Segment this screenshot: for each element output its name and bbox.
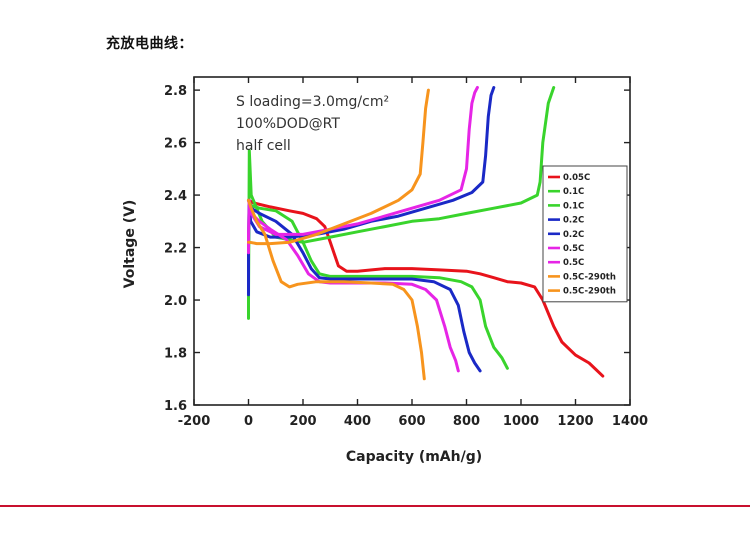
- y-tick-label-4: 2.4: [164, 189, 187, 204]
- y-tick-label-0: 1.6: [164, 399, 187, 414]
- x-tick-label-7: 1200: [557, 414, 593, 429]
- legend-label-5: 0.5C: [563, 244, 584, 254]
- x-tick-label-3: 400: [344, 414, 371, 429]
- tick-layer: -200 0 200 400 600 800 1000 1200 1400 1.6 1.8 2.0 2.…: [164, 77, 648, 429]
- annotation-2: half cell: [236, 138, 291, 154]
- charge-discharge-chart: -200 0 200 400 600 800 1000 1200 1400 1.6 1.8 2.0 2.…: [122, 76, 648, 465]
- curve-layer: [247, 86, 605, 381]
- section-divider: [0, 505, 750, 507]
- series-line-2: [247, 86, 556, 320]
- y-tick-label-2: 2.0: [164, 294, 187, 309]
- section-title: 充放电曲线：: [106, 36, 193, 52]
- annotation-1: 100%DOD@RT: [236, 116, 340, 132]
- series-line-7: [247, 198, 426, 381]
- series-line-3: [247, 198, 482, 373]
- y-tick-label-6: 2.8: [164, 84, 187, 99]
- annotation-block: S loading=3.0mg/cm² 100%DOD@RT half cell: [236, 94, 389, 154]
- legend-label-4: 0.2C: [563, 230, 584, 240]
- x-tick-label-0: -200: [178, 414, 211, 429]
- series-line-8: [247, 88, 430, 246]
- x-tick-label-1: 0: [244, 414, 253, 429]
- series-line-1: [247, 198, 509, 370]
- series-line-0: [247, 198, 605, 378]
- x-tick-label-6: 1000: [503, 414, 539, 429]
- x-axis-label: Capacity (mAh/g): [346, 449, 482, 465]
- x-tick-label-8: 1400: [612, 414, 648, 429]
- legend-label-3: 0.2C: [563, 216, 584, 226]
- legend-label-8: 0.5C-290th: [563, 287, 616, 297]
- x-tick-label-2: 200: [289, 414, 316, 429]
- annotation-0: S loading=3.0mg/cm²: [236, 94, 389, 110]
- legend-label-0: 0.05C: [563, 173, 590, 183]
- y-axis-label: Voltage (V): [122, 200, 138, 289]
- legend-label-2: 0.1C: [563, 201, 584, 211]
- x-tick-label-5: 800: [453, 414, 480, 429]
- legend-label-7: 0.5C-290th: [563, 272, 616, 282]
- legend-label-6: 0.5C: [563, 258, 584, 268]
- y-tick-label-5: 2.6: [164, 137, 187, 152]
- y-tick-label-3: 2.2: [164, 242, 187, 257]
- y-tick-label-1: 1.8: [164, 347, 187, 362]
- legend-label-1: 0.1C: [563, 187, 584, 197]
- x-tick-label-4: 600: [398, 414, 425, 429]
- legend: 0.05C 0.1C 0.1C 0.2C 0.2C 0.5C 0.5C 0.5C-290th 0…: [542, 165, 628, 303]
